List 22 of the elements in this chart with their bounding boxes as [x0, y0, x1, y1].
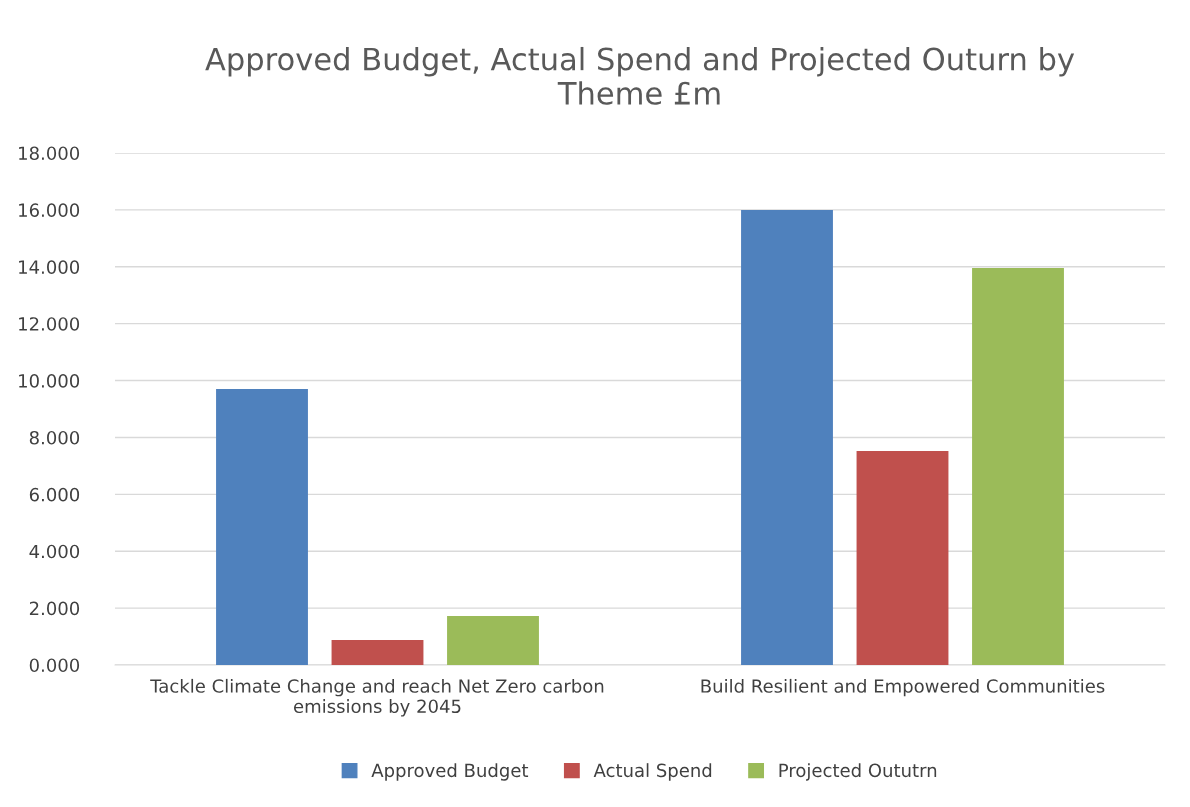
x-tick-label: Build Resilient and Empowered Communities	[701, 678, 1105, 697]
bar	[216, 389, 308, 665]
y-tick-label: 10.000	[19, 374, 80, 388]
y-tick-label: 4.000	[29, 544, 80, 559]
bar	[447, 616, 539, 665]
legend-label: Projected Oututrn	[779, 763, 937, 781]
y-tick-label: 18.000	[19, 146, 80, 161]
legend-label: Approved Budget	[371, 763, 529, 781]
bar	[972, 267, 1064, 665]
y-tick-label: 2.000	[29, 601, 80, 616]
bar	[331, 639, 424, 665]
bar	[741, 209, 833, 665]
y-tick-label: 0.000	[29, 658, 80, 673]
chart-title: Approved Budget, Actual Spend and Projected Outurn by Theme £m	[205, 46, 1075, 105]
y-tick-label: 8.000	[29, 430, 80, 445]
y-tick-label: 6.000	[29, 487, 80, 502]
bar	[856, 451, 949, 665]
legend-label: Actual Spend	[593, 763, 712, 781]
y-tick-label: 12.000	[19, 317, 80, 331]
y-tick-label: 14.000	[19, 260, 80, 274]
y-tick-label: 16.000	[19, 203, 80, 218]
x-tick-label: Tackle Climate Change and reach Net Zero carbon emissions by 2045	[150, 678, 604, 717]
